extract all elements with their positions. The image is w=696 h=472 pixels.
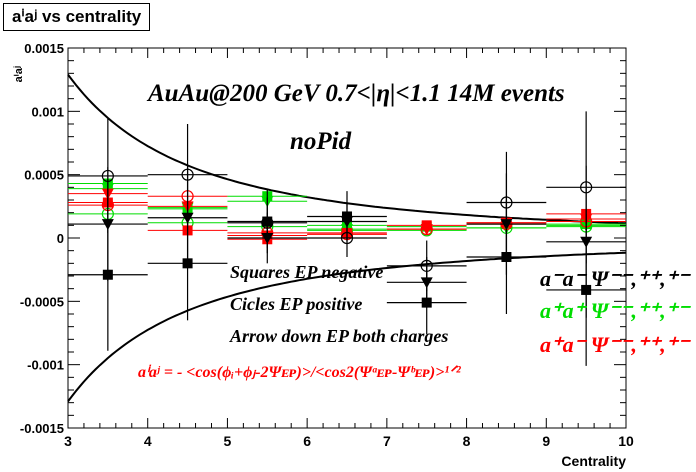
y-tick-label: -0.001	[27, 358, 64, 373]
y-tick-label: 0	[57, 231, 64, 246]
x-tick-label: 10	[618, 433, 634, 449]
series-2	[68, 165, 626, 318]
data-point-triangle	[500, 219, 513, 231]
annotation-dataset: AuAu@200 GeV 0.7<|η|<1.1 14M events	[148, 80, 565, 107]
x-tick-label: 4	[144, 433, 152, 449]
legend-entry-2: a⁺a⁺ Ψ⁻⁻,⁺⁺,⁺⁻	[540, 298, 689, 323]
annotation-squares: Squares EP negative	[230, 262, 384, 282]
formula-lhs: aⁱaʲ	[138, 364, 160, 381]
annotation-nopid: noPid	[290, 128, 352, 155]
y-tick-label: 0.0005	[24, 168, 64, 183]
x-tick-label: 8	[463, 433, 471, 449]
y-tick-label: -0.0015	[20, 421, 64, 436]
x-tick-label: 5	[224, 433, 232, 449]
annotation-circles: Cicles EP positive	[230, 294, 363, 314]
x-tick-label: 9	[542, 433, 550, 449]
data-point-triangle	[101, 219, 114, 231]
x-tick-label: 6	[303, 433, 311, 449]
data-point-triangle	[420, 224, 433, 236]
x-axis-label: Centrality	[561, 453, 626, 469]
y-tick-label: 0.001	[31, 104, 64, 119]
formula-rhs: = - <cos(ϕᵢ+ϕⱼ-2Ψᴇᴘ)>/<cos2(Ψᵃᴇᴘ-Ψᵇᴇᴘ)>¹…	[159, 364, 461, 381]
y-tick-label: -0.0005	[20, 294, 64, 309]
data-point-triangle	[341, 216, 353, 228]
data-point-triangle	[261, 233, 274, 244]
annotation-arrows: Arrow down EP both charges	[230, 326, 449, 346]
x-tick-label: 3	[64, 433, 72, 449]
data-point-triangle	[181, 212, 194, 224]
legend-entry-3: a⁺a⁻ Ψ⁻⁻,⁺⁺,⁺⁻	[540, 332, 689, 357]
y-axis-label: aⁱaʲ	[12, 66, 25, 82]
legend-entry-1: a⁻a⁻ Ψ⁻⁻,⁺⁺,⁺⁻	[540, 266, 689, 291]
data-marks	[68, 111, 626, 366]
chart-title: aⁱaʲ vs centrality	[3, 3, 151, 31]
axes: 3 4 5 6 7 8 9 10 -0.0015 -0.001 -0.0005 0 0.0005 0.00…	[20, 41, 634, 449]
x-tick-label: 7	[383, 433, 391, 449]
data-point-triangle	[580, 236, 593, 248]
y-tick-label: 0.0015	[24, 41, 64, 56]
formula: aⁱaʲ = - <cos(ϕᵢ+ϕⱼ-2Ψᴇᴘ)>/<cos2(Ψᵃᴇᴘ-Ψᵇ…	[138, 362, 461, 382]
data-point-triangle	[420, 277, 433, 289]
